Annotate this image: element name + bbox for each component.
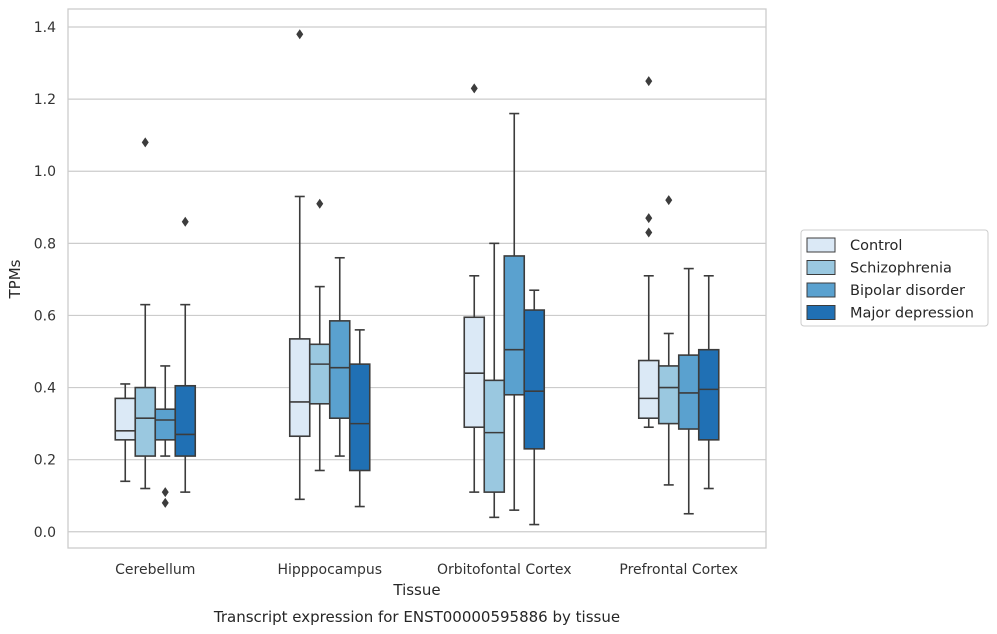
box-mark [174,216,197,493]
outlier-point [141,137,149,148]
box-mark [503,112,526,511]
outlier-point [181,216,189,227]
y-axis-label: TPMs [6,259,24,299]
legend-swatch [806,282,836,298]
legend-swatch [806,305,836,320]
box-mark [134,137,157,490]
outlier-point [161,497,169,508]
box-iqr [463,316,486,429]
box-mark [308,198,331,472]
outlier-point [645,76,653,87]
box-series [114,29,720,526]
box-iqr [328,320,351,420]
y-tick-label: 0.0 [34,525,56,541]
box-mark [637,76,660,429]
y-tick-labels: 0.0 0.2 0.4 0.6 0.8 1.0 1.2 1.4 [34,20,56,541]
y-tick-label: 1.0 [34,164,56,180]
box-mark [483,242,506,519]
box-iqr [174,384,197,457]
box-iqr [114,397,137,441]
box-mark [657,195,680,486]
legend-label: Bipolar disorder [850,283,965,299]
box-mark [523,289,546,526]
box-iqr [348,363,371,472]
x-tick-label: Orbitofontal Cortex [437,562,572,578]
legend-frame [800,229,989,327]
box-iqr [503,255,526,396]
chart-caption: Transcript expression for ENST0000059588… [213,608,620,626]
x-tick-labels: Cerebellum Hipppocampus Orbitofontal Corte… [115,562,738,578]
box-iqr [697,348,720,441]
y-tick-label: 0.6 [34,308,56,324]
legend: Control Schizophrenia Bipolar disorder Majo… [800,229,989,327]
box-iqr [637,359,660,420]
series-control [114,29,660,501]
legend-label: Control [850,238,902,254]
box-iqr [657,365,680,425]
series-schizophrenia [134,137,680,519]
y-tick-label: 0.4 [34,381,56,397]
y-tick-label: 0.8 [34,236,56,252]
x-tick-label: Prefrontal Cortex [619,562,738,578]
legend-label: Schizophrenia [850,261,952,277]
box-iqr [154,408,177,441]
outlier-point [665,195,673,206]
outlier-point [161,487,169,498]
box-iqr [677,354,700,430]
legend-swatch [806,260,836,275]
x-axis-label: Tissue [392,581,440,599]
outlier-point [316,198,324,209]
box-mark [328,256,351,457]
legend-label: Major depression [850,306,974,322]
outlier-point [645,227,653,238]
box-iqr [288,338,311,438]
box-mark [114,383,137,483]
x-tick-label: Hipppocampus [277,562,382,578]
box-mark [348,329,371,508]
y-tick-label: 1.2 [34,92,56,108]
box-mark [463,83,486,493]
series-major-depression [174,216,720,526]
box-iqr [523,309,546,450]
legend-swatch [806,237,836,253]
x-tick-label: Cerebellum [115,562,195,578]
box-iqr [483,379,506,493]
outlier-point [645,213,653,224]
box-mark [697,274,720,490]
box-iqr [134,386,157,457]
y-tick-label: 0.2 [34,453,56,469]
plot-area-frame [67,8,767,549]
outlier-point [296,29,304,40]
y-tick-label: 1.4 [34,20,56,36]
outlier-point [470,83,478,94]
series-bipolar-disorder [154,112,700,515]
box-iqr [308,343,331,405]
